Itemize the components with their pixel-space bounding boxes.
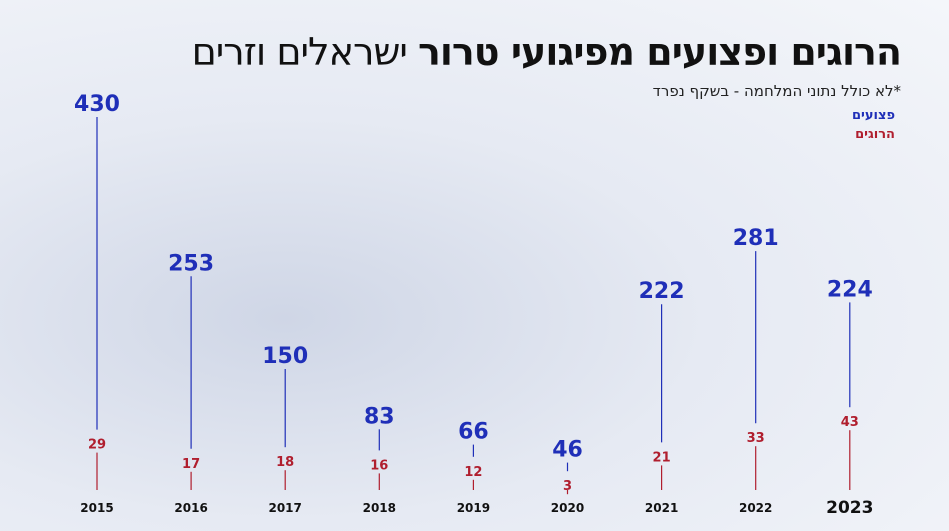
x-tick-label: 2019: [457, 501, 490, 515]
legend-entry: הרוגים: [855, 127, 895, 142]
legend-entry: פצועים: [851, 108, 895, 123]
killed-label: 43: [841, 415, 859, 430]
killed-label: 21: [653, 450, 671, 465]
x-tick-label: 2018: [363, 501, 396, 515]
killed-label: 29: [88, 438, 106, 453]
wounded-label: 224: [827, 277, 873, 302]
x-tick-label: 2017: [268, 501, 301, 515]
x-tick-label: 2023: [826, 498, 873, 518]
title-bold: הרוגים ופצועים מפיגועי טרור: [418, 30, 902, 74]
x-tick-label: 2021: [645, 501, 678, 515]
wounded-label: 83: [364, 404, 395, 429]
x-tick-label: 2015: [80, 501, 113, 515]
killed-label: 12: [464, 465, 482, 480]
title-regular: ישראלים וזרים: [191, 30, 408, 74]
subtitle: *לא כולל נתוני המלחמה - בשקף נפרד: [652, 82, 901, 100]
wounded-label: 150: [262, 344, 308, 369]
killed-label: 18: [276, 455, 294, 470]
x-tick-label: 2022: [739, 501, 772, 515]
x-tick-label: 2016: [174, 501, 207, 515]
killed-label: 17: [182, 457, 200, 472]
wounded-label: 222: [639, 279, 685, 304]
wounded-label: 66: [458, 420, 489, 445]
killed-label: 3: [563, 479, 572, 494]
wounded-label: 46: [552, 438, 583, 463]
x-tick-label: 2020: [551, 501, 584, 515]
wounded-label: 253: [168, 251, 214, 276]
wounded-label: 430: [74, 92, 120, 117]
killed-label: 33: [747, 431, 765, 446]
chart-title: הרוגים ופצועים מפיגועי טרור ישראלים וזרי…: [191, 30, 902, 74]
wounded-label: 281: [733, 226, 779, 251]
killed-label: 16: [370, 458, 388, 473]
